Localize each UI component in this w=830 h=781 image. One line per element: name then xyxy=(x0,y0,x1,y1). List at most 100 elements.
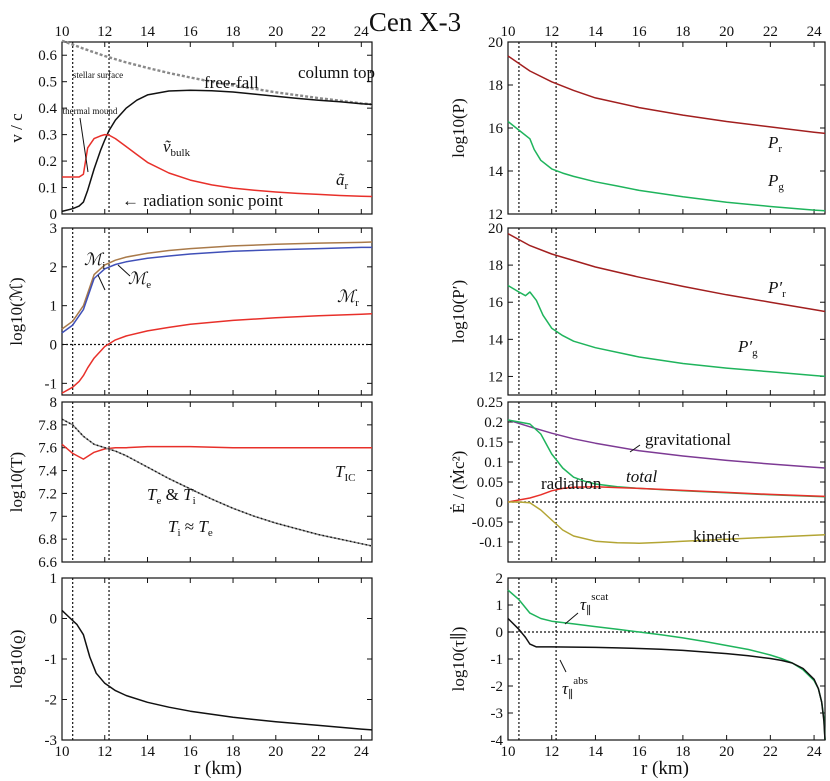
series-line-rho xyxy=(61,609,373,731)
x-tick-label: 10 xyxy=(55,24,70,40)
y-tick-label: 0.5 xyxy=(38,75,57,91)
label-tau-abs: τ∥abs xyxy=(562,675,588,701)
label-P-g-part: g xyxy=(778,181,784,193)
x-tick-label: 14 xyxy=(588,744,604,760)
label-P-r: Pr xyxy=(767,133,782,155)
y-tick-label: 0.3 xyxy=(38,128,57,144)
arrow-thermal-mound xyxy=(79,117,89,173)
y-tick-label: 1 xyxy=(50,571,58,587)
x-tick-label: 24 xyxy=(354,24,370,40)
x-tick-label: 16 xyxy=(632,24,648,40)
x-tick-label: 18 xyxy=(675,24,690,40)
x-tick-label: 22 xyxy=(311,744,326,760)
axes-frame xyxy=(61,227,373,396)
label-total: total xyxy=(626,467,657,486)
series-line-v-bulk xyxy=(61,89,373,213)
y-tick-label: 0.1 xyxy=(484,455,503,471)
label-Pprime-g-part: P′ xyxy=(737,337,752,356)
y-tick-label: -4 xyxy=(491,733,504,749)
series-line-gravitational xyxy=(507,419,826,469)
label-Ti-approx-Te-part: T xyxy=(168,517,179,536)
y-tick-label: 1 xyxy=(496,598,504,614)
arrow-column-top xyxy=(369,70,372,74)
panel-pressure-prime: 12 14 16 18 20 log10(P′) xyxy=(449,221,826,396)
y-tick-label: 0 xyxy=(50,207,58,223)
x-axis-label-right: r (km) xyxy=(641,758,689,779)
x-tick-label: 16 xyxy=(632,744,648,760)
label-M-r-part: r xyxy=(355,297,359,309)
label-M-i-part: ℳ xyxy=(84,250,105,269)
x-tick-label: 20 xyxy=(719,24,734,40)
axes-frame xyxy=(61,41,373,215)
arrow-M-i xyxy=(97,274,106,291)
annotation-stellar-surface: stellar surface xyxy=(73,70,123,80)
series-line-kinetic xyxy=(508,501,826,544)
annotation-sonic-point: ← radiation sonic point xyxy=(122,191,283,210)
y-tick-label: -0.05 xyxy=(472,515,503,531)
arrow-tau-scat xyxy=(564,612,579,625)
series-line-ti-approx-te xyxy=(61,418,373,547)
y-tick-label: -2 xyxy=(45,693,58,709)
label-M-e-part: ℳ xyxy=(128,269,149,288)
x-tick-label: 10 xyxy=(55,744,70,760)
y-tick-label: 1 xyxy=(50,299,58,315)
label-Te-and-Ti-part: T xyxy=(147,485,158,504)
y-axis-label: Ė / (Ṁc²) xyxy=(449,451,468,514)
x-tick-label: 16 xyxy=(183,24,199,40)
x-tick-label: 10 xyxy=(501,744,516,760)
label-Ti-approx-Te-part: T xyxy=(198,517,209,536)
y-tick-label: 12 xyxy=(488,369,503,385)
y-axis-label: log10(ϱ) xyxy=(7,630,26,689)
x-tick-label: 18 xyxy=(226,744,241,760)
label-a-r: ãr xyxy=(336,170,349,192)
x-tick-label: 18 xyxy=(675,744,690,760)
panel-pressure: 10 12 14 16 18 20 22 24 12 14 16 18 20 log10(P) xyxy=(449,24,826,223)
x-tick-label: 12 xyxy=(544,744,559,760)
label-Te-and-Ti-part: T xyxy=(183,485,194,504)
series-line-tau-abs xyxy=(507,617,826,741)
arrow-M-e xyxy=(117,264,131,277)
y-tick-label: 0 xyxy=(50,338,58,354)
x-tick-label: 22 xyxy=(763,24,778,40)
label-tau-scat-part: ∥ xyxy=(586,604,591,617)
label-T-IC-part: IC xyxy=(344,472,355,484)
label-M-e-part: e xyxy=(146,279,151,291)
panel-energy: -0.1 -0.05 0 0.05 0.1 0.15 0.2 0.25 Ė / (Ṁc²) xyxy=(449,395,826,563)
y-tick-label: -3 xyxy=(45,733,58,749)
y-tick-label: 8 xyxy=(50,395,58,411)
label-P-g-part: P xyxy=(767,171,778,190)
label-v-bulk-part: ṽ xyxy=(163,137,171,156)
label-M-r: ℳr xyxy=(337,287,359,309)
y-tick-label: 0.4 xyxy=(38,101,57,117)
x-tick-label: 14 xyxy=(588,24,604,40)
label-Pprime-g: P′g xyxy=(737,337,758,359)
series-line-tau-scat xyxy=(507,589,826,741)
y-axis-label: v / c xyxy=(7,113,26,143)
x-tick-label: 14 xyxy=(140,24,156,40)
y-tick-label: 3 xyxy=(50,221,58,237)
y-tick-label: -3 xyxy=(491,706,504,722)
label-tau-abs-part: ∥ xyxy=(568,688,573,701)
x-tick-label: 24 xyxy=(354,744,370,760)
y-axis-label: log10(T) xyxy=(7,452,26,512)
label-Ti-approx-Te-part: e xyxy=(208,527,213,539)
y-tick-label: 7 xyxy=(50,509,58,525)
panel-density: 10 12 14 16 18 20 22 24 -3 -2 -1 0 1 log10(ϱ) xyxy=(7,571,373,760)
y-tick-label: -1 xyxy=(45,376,58,392)
series-line-m-i xyxy=(61,246,372,334)
y-tick-label: 0.25 xyxy=(477,395,503,411)
y-tick-label: 0.05 xyxy=(477,475,503,491)
panel-mach: -1 0 1 2 3 log10(ℳ) xyxy=(7,221,373,396)
label-tau-scat-part: scat xyxy=(591,591,608,603)
arrow-gravitational xyxy=(629,444,641,453)
label-Te-and-Ti-part: i xyxy=(193,495,196,507)
label-Ti-approx-Te-part: i xyxy=(177,527,180,539)
label-kinetic: kinetic xyxy=(693,527,740,546)
y-tick-label: -1 xyxy=(491,652,504,668)
x-tick-label: 12 xyxy=(97,24,112,40)
y-tick-label: 20 xyxy=(488,35,503,51)
y-tick-label: 14 xyxy=(488,164,504,180)
y-tick-label: 6.6 xyxy=(38,555,57,571)
